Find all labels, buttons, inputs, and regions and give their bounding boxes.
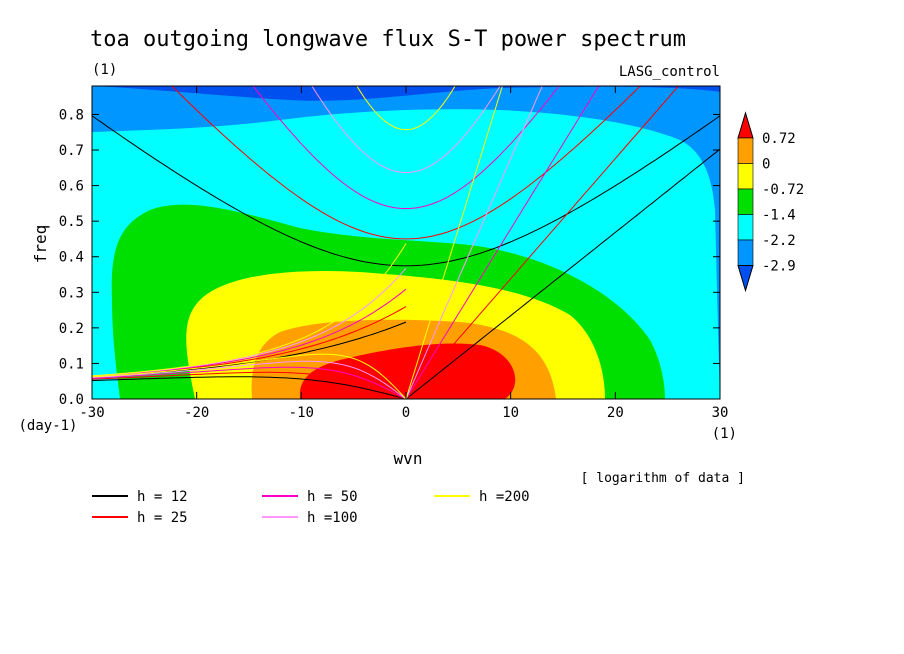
dispersion-curve-100 xyxy=(92,360,407,399)
dispersion-curve-200 xyxy=(356,86,456,131)
legend: h = 12 h = 25 h = 50 h =100 h =200 xyxy=(92,489,530,526)
y-tick-label: 0.3 xyxy=(59,285,84,301)
band-0.72 xyxy=(299,343,516,399)
contour-field xyxy=(92,86,720,399)
chart-title: toa outgoing longwave flux S-T power spe… xyxy=(90,27,686,52)
dispersion-curve-50 xyxy=(252,86,560,210)
dispersion-curve-25 xyxy=(171,86,641,240)
colorbar-top-triangle xyxy=(737,111,754,139)
y-tick-label: 0.8 xyxy=(59,107,84,123)
legend-label: h = 12 xyxy=(137,489,188,505)
colorbar-label: -2.2 xyxy=(762,233,796,249)
dispersion-curve-12 xyxy=(92,376,407,399)
case-label: LASG_control xyxy=(619,64,720,80)
y-tick-label: 0.0 xyxy=(59,392,84,408)
dispersion-curve-25 xyxy=(92,371,407,399)
y-tick-label: 0.5 xyxy=(59,214,84,230)
x-tick-label: -20 xyxy=(184,405,209,421)
y-tick-label: 0.2 xyxy=(59,321,84,337)
x-tick-label: 20 xyxy=(607,405,624,421)
legend-label: h =200 xyxy=(479,489,530,505)
colorbar-label: -1.4 xyxy=(762,208,796,224)
y-tick-label: 0.1 xyxy=(59,356,84,372)
colorbar: 0.72 0 -0.72 -1.4 -2.2 -2.9 xyxy=(737,111,804,293)
legend-label: h = 50 xyxy=(307,489,358,505)
colorbar-segment xyxy=(737,214,754,241)
x-tick-label: -30 xyxy=(79,405,104,421)
dispersion-curves xyxy=(92,86,720,399)
colorbar-segment xyxy=(737,163,754,190)
dispersion-curve-12 xyxy=(92,115,720,267)
colorbar-label: 0.72 xyxy=(762,131,796,147)
y-tick-label: 0.4 xyxy=(59,250,84,266)
colorbar-bottom-triangle xyxy=(737,265,754,293)
colorbar-segment xyxy=(737,137,754,164)
x-axis-label: wvn xyxy=(394,449,423,468)
x-axis: -30 -20 -10 0 10 20 30 xyxy=(79,86,728,421)
y-axis: 0.0 0.1 0.2 0.3 0.4 0.5 0.6 0.7 0.8 xyxy=(59,107,720,408)
x-tick-label: 30 xyxy=(712,405,729,421)
data-note: [ logarithm of data ] xyxy=(581,471,745,486)
dispersion-curve-100 xyxy=(405,86,543,399)
dispersion-curve-200 xyxy=(405,86,503,399)
colorbar-segment xyxy=(737,188,754,215)
x-tick-label: 0 xyxy=(402,405,410,421)
colorbar-label: -0.72 xyxy=(762,182,804,198)
dispersion-curve-50 xyxy=(92,366,407,399)
x-units: (1) xyxy=(712,426,737,442)
x-tick-label: 10 xyxy=(502,405,519,421)
colorbar-label: 0 xyxy=(762,157,770,173)
dispersion-curve-25 xyxy=(405,86,680,399)
x-tick-label: -10 xyxy=(289,405,314,421)
y-units: (day-1) xyxy=(18,418,77,434)
legend-label: h =100 xyxy=(307,510,358,526)
dispersion-curve-50 xyxy=(405,86,600,399)
colorbar-segment xyxy=(737,239,754,266)
dispersion-curve-100 xyxy=(311,86,501,174)
y-tick-label: 0.7 xyxy=(59,143,84,159)
y-tick-label: 0.6 xyxy=(59,179,84,195)
dispersion-curve-200 xyxy=(92,353,407,399)
y-axis-label: freq xyxy=(31,225,50,264)
colorbar-label: -2.9 xyxy=(762,259,796,275)
legend-label: h = 25 xyxy=(137,510,188,526)
dispersion-curve-200 xyxy=(92,243,407,377)
dispersion-curve-12 xyxy=(405,148,720,399)
title-units: (1) xyxy=(92,62,117,78)
